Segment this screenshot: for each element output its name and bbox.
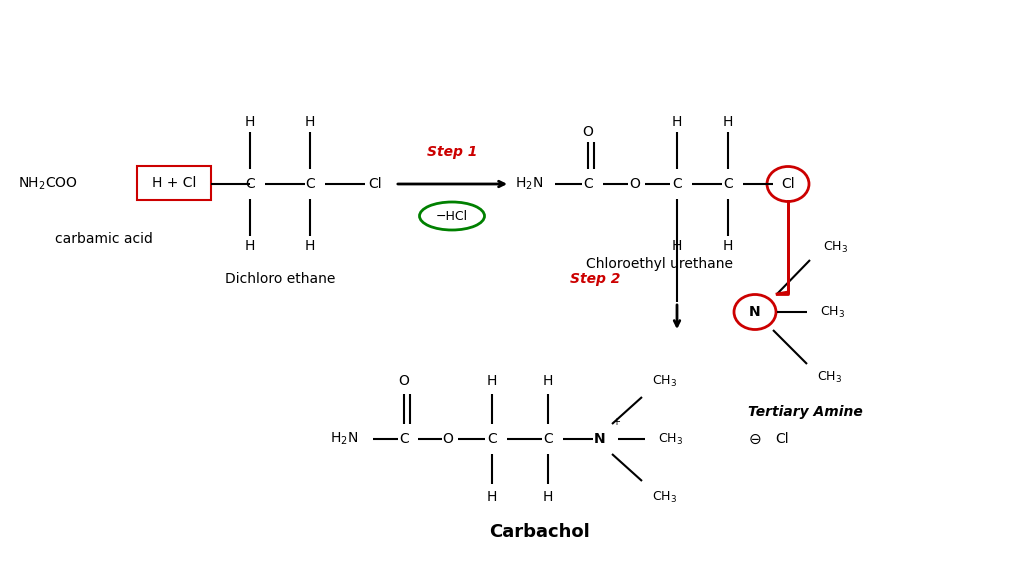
Text: NH$_2$COO: NH$_2$COO — [18, 176, 78, 192]
Text: Step 1: Step 1 — [427, 145, 478, 159]
Text: H: H — [543, 490, 553, 504]
Text: H: H — [305, 239, 315, 253]
Text: H: H — [487, 490, 497, 504]
Text: CH$_3$: CH$_3$ — [817, 370, 842, 385]
Text: Chloroethyl urethane: Chloroethyl urethane — [586, 257, 734, 271]
Text: +: + — [612, 417, 620, 427]
Text: C: C — [245, 177, 255, 191]
Text: H: H — [487, 374, 497, 388]
Text: CH$_3$: CH$_3$ — [823, 239, 848, 254]
FancyBboxPatch shape — [137, 166, 211, 200]
Text: Tertiary Amine: Tertiary Amine — [748, 405, 863, 419]
Text: −HCl: −HCl — [436, 210, 468, 223]
Text: Dichloro ethane: Dichloro ethane — [225, 272, 335, 286]
Text: C: C — [305, 177, 315, 191]
Text: Step 2: Step 2 — [570, 272, 620, 286]
Text: Cl: Cl — [368, 177, 382, 191]
Text: Cl: Cl — [781, 177, 795, 191]
Text: carbamic acid: carbamic acid — [55, 232, 152, 246]
Text: N: N — [749, 305, 761, 319]
Text: N: N — [594, 432, 606, 446]
Ellipse shape — [767, 166, 809, 201]
Ellipse shape — [734, 294, 776, 329]
Text: H: H — [672, 115, 682, 129]
Text: CH$_3$: CH$_3$ — [652, 490, 677, 505]
Text: H: H — [305, 115, 315, 129]
Text: H$_2$N: H$_2$N — [515, 176, 544, 192]
Text: H: H — [245, 115, 255, 129]
Text: C: C — [487, 432, 497, 446]
Text: H + Cl: H + Cl — [151, 176, 196, 190]
Text: H: H — [672, 239, 682, 253]
Text: CH$_3$: CH$_3$ — [820, 304, 845, 320]
Text: O: O — [443, 432, 453, 446]
Text: H: H — [543, 374, 553, 388]
Ellipse shape — [420, 202, 485, 230]
Text: O: O — [630, 177, 640, 191]
Text: CH$_3$: CH$_3$ — [652, 374, 677, 389]
Text: $\ominus$: $\ominus$ — [749, 432, 762, 447]
Text: Cl: Cl — [775, 432, 788, 446]
Text: CH$_3$: CH$_3$ — [658, 432, 683, 447]
Text: Carbachol: Carbachol — [490, 523, 590, 541]
Text: C: C — [723, 177, 733, 191]
Text: O: O — [582, 125, 593, 139]
Text: C: C — [583, 177, 593, 191]
Text: H: H — [722, 115, 734, 129]
Text: C: C — [399, 432, 408, 446]
Text: C: C — [673, 177, 682, 191]
Text: C: C — [544, 432, 553, 446]
Text: H$_2$N: H$_2$N — [330, 431, 359, 447]
Text: H: H — [722, 239, 734, 253]
Text: H: H — [245, 239, 255, 253]
Text: O: O — [398, 374, 409, 388]
